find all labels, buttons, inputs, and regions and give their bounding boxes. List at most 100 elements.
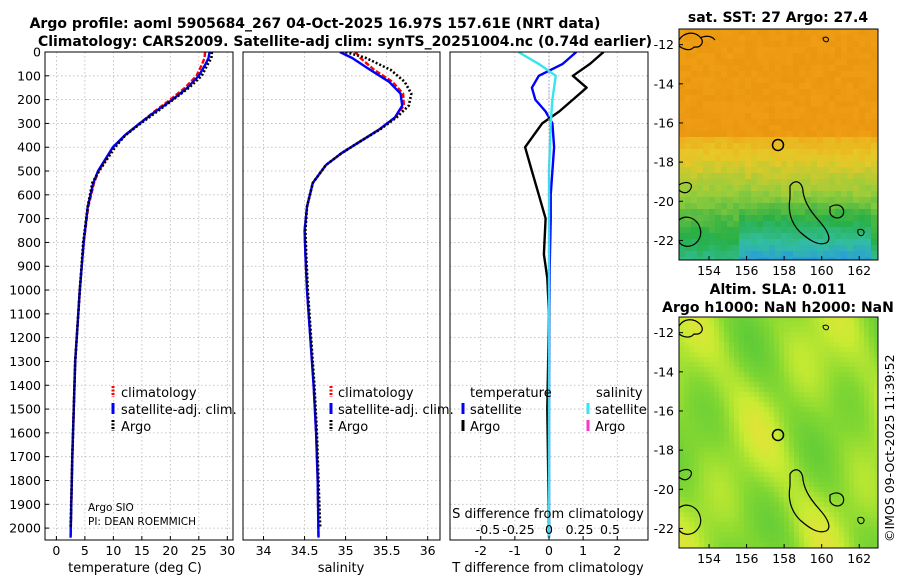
map-cell xyxy=(689,387,695,393)
map-cell xyxy=(769,377,775,383)
map-cell xyxy=(839,417,845,423)
map-cell xyxy=(779,327,785,333)
map-cell xyxy=(774,397,780,403)
map-cell xyxy=(764,502,770,508)
map-cell xyxy=(719,527,725,533)
map-cell xyxy=(839,442,845,448)
map-cell xyxy=(779,542,785,548)
map-cell xyxy=(811,167,818,174)
map-cell xyxy=(774,462,780,468)
map-cell xyxy=(823,167,830,174)
x-tick-label: 36 xyxy=(420,543,436,558)
map-cell xyxy=(814,332,820,338)
map-cell xyxy=(744,457,750,463)
map-cell xyxy=(809,372,815,378)
map-cell xyxy=(784,482,790,488)
map-cell xyxy=(719,452,725,458)
map-cell xyxy=(739,125,746,132)
map-cell xyxy=(859,472,865,478)
map-cell xyxy=(679,227,686,234)
map-cell xyxy=(839,527,845,533)
map-cell xyxy=(739,482,745,488)
map-cell xyxy=(739,41,746,48)
map-cell xyxy=(775,239,782,246)
map-cell xyxy=(844,357,850,363)
map-cell xyxy=(869,377,875,383)
map-cell xyxy=(685,143,692,150)
map-cell xyxy=(703,125,710,132)
map-cell xyxy=(679,407,685,413)
map-cell xyxy=(853,125,860,132)
map-cell xyxy=(871,251,878,258)
map-cell xyxy=(684,397,690,403)
map-cell xyxy=(699,517,705,523)
map-cell xyxy=(834,422,840,428)
map-cell xyxy=(829,357,835,363)
map-cell xyxy=(799,457,805,463)
map-cell xyxy=(829,239,836,246)
map-cell xyxy=(824,377,830,383)
map-cell xyxy=(814,522,820,528)
map-cell xyxy=(829,517,835,523)
map-cell xyxy=(763,113,770,120)
map-cell xyxy=(754,362,760,368)
map-cell xyxy=(739,245,746,252)
map-cell xyxy=(709,59,716,66)
map-cell xyxy=(685,65,692,72)
map-cell xyxy=(763,191,770,198)
map-cell xyxy=(709,155,716,162)
map-cell xyxy=(834,452,840,458)
map-cell xyxy=(751,107,758,114)
map-cell xyxy=(849,497,855,503)
map-cell xyxy=(763,89,770,96)
map-cell xyxy=(745,215,752,222)
map-cell xyxy=(859,161,866,168)
map-cell xyxy=(824,447,830,453)
map-cell xyxy=(699,417,705,423)
map-cell xyxy=(729,507,735,513)
map-cell xyxy=(769,397,775,403)
map-cell xyxy=(814,492,820,498)
map-cell xyxy=(699,407,705,413)
map-cell xyxy=(745,185,752,192)
map-cell xyxy=(864,427,870,433)
map-cell xyxy=(823,215,830,222)
map-cell xyxy=(721,161,728,168)
map-cell xyxy=(724,377,730,383)
map-cell xyxy=(679,131,686,138)
map-cell xyxy=(709,482,715,488)
map-cell xyxy=(679,382,685,388)
map-cell xyxy=(871,47,878,54)
map-cell xyxy=(859,173,866,180)
map-cell xyxy=(834,317,840,323)
map-cell xyxy=(793,245,800,252)
map-cell xyxy=(744,532,750,538)
map-cell xyxy=(854,337,860,343)
map-cell xyxy=(715,173,722,180)
map-cell xyxy=(685,191,692,198)
map-cell xyxy=(751,209,758,216)
map-cell xyxy=(774,522,780,528)
map-cell xyxy=(724,362,730,368)
map-cell xyxy=(757,227,764,234)
map-cell xyxy=(715,95,722,102)
map-cell xyxy=(844,402,850,408)
map-cell xyxy=(703,155,710,162)
map-cell xyxy=(829,59,836,66)
map-cell xyxy=(703,41,710,48)
map-cell xyxy=(745,233,752,240)
map-cell xyxy=(829,457,835,463)
map-cell xyxy=(704,457,710,463)
map-cell xyxy=(844,392,850,398)
map-cell xyxy=(715,257,722,260)
map-cell xyxy=(784,457,790,463)
map-cell xyxy=(745,47,752,54)
map-cell xyxy=(804,457,810,463)
map-cell xyxy=(814,437,820,443)
map-cell xyxy=(779,487,785,493)
map-cell xyxy=(719,517,725,523)
map-cell xyxy=(794,392,800,398)
map-cell xyxy=(789,377,795,383)
map-cell xyxy=(751,89,758,96)
map-cell xyxy=(751,239,758,246)
